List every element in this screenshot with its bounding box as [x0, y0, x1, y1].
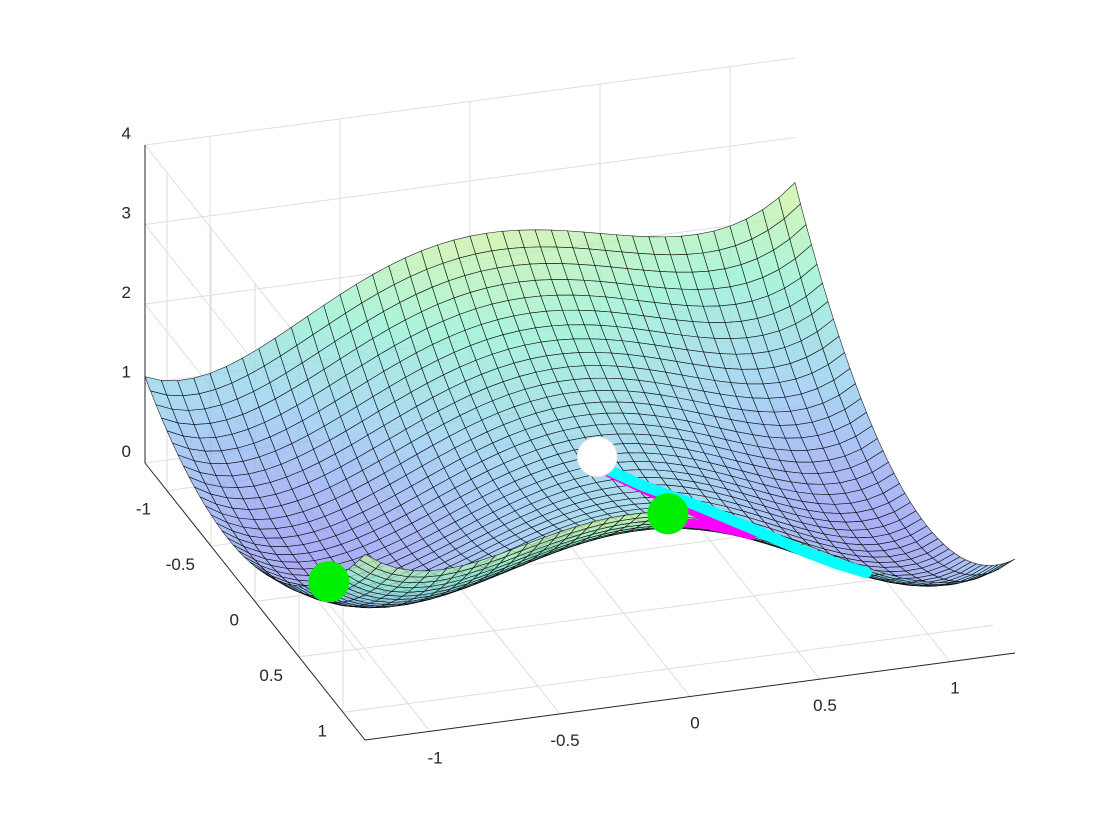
start-point-marker	[576, 436, 618, 478]
x-tick-label: 0.5	[813, 696, 837, 715]
surface-face	[359, 553, 382, 569]
y-tick-label: -1	[136, 500, 151, 519]
minimum-left-marker	[308, 561, 350, 603]
y-tick-label: -0.5	[166, 555, 195, 574]
z-tick-label: 4	[122, 124, 131, 143]
z-tick-label: 1	[122, 363, 131, 382]
tick-labels: -1 -0.5 0 0.5 1 -1 -0.5 0 0.5 1 0 1 2 3 4	[122, 124, 960, 767]
x-axis-line	[364, 652, 1016, 741]
x-tick-label: -1	[427, 748, 442, 767]
minimum-right-marker	[647, 493, 689, 535]
y-tick-label: 0.5	[259, 666, 283, 685]
z-tick-label: 2	[122, 283, 131, 302]
z-tick-label: 3	[122, 204, 131, 223]
surface-mesh	[144, 182, 1016, 609]
point-markers	[308, 436, 689, 603]
x-tick-label: 0	[690, 714, 699, 733]
y-tick-label: 1	[318, 721, 327, 740]
axis-lines	[144, 145, 1016, 741]
optimization-paths	[591, 459, 872, 579]
path-cyan	[591, 459, 872, 579]
y-tick-label: 0	[230, 611, 239, 630]
x-tick-label: 1	[950, 679, 959, 698]
x-tick-label: -0.5	[550, 731, 579, 750]
y-axis-line	[144, 462, 366, 741]
z-tick-label: 0	[122, 442, 131, 461]
